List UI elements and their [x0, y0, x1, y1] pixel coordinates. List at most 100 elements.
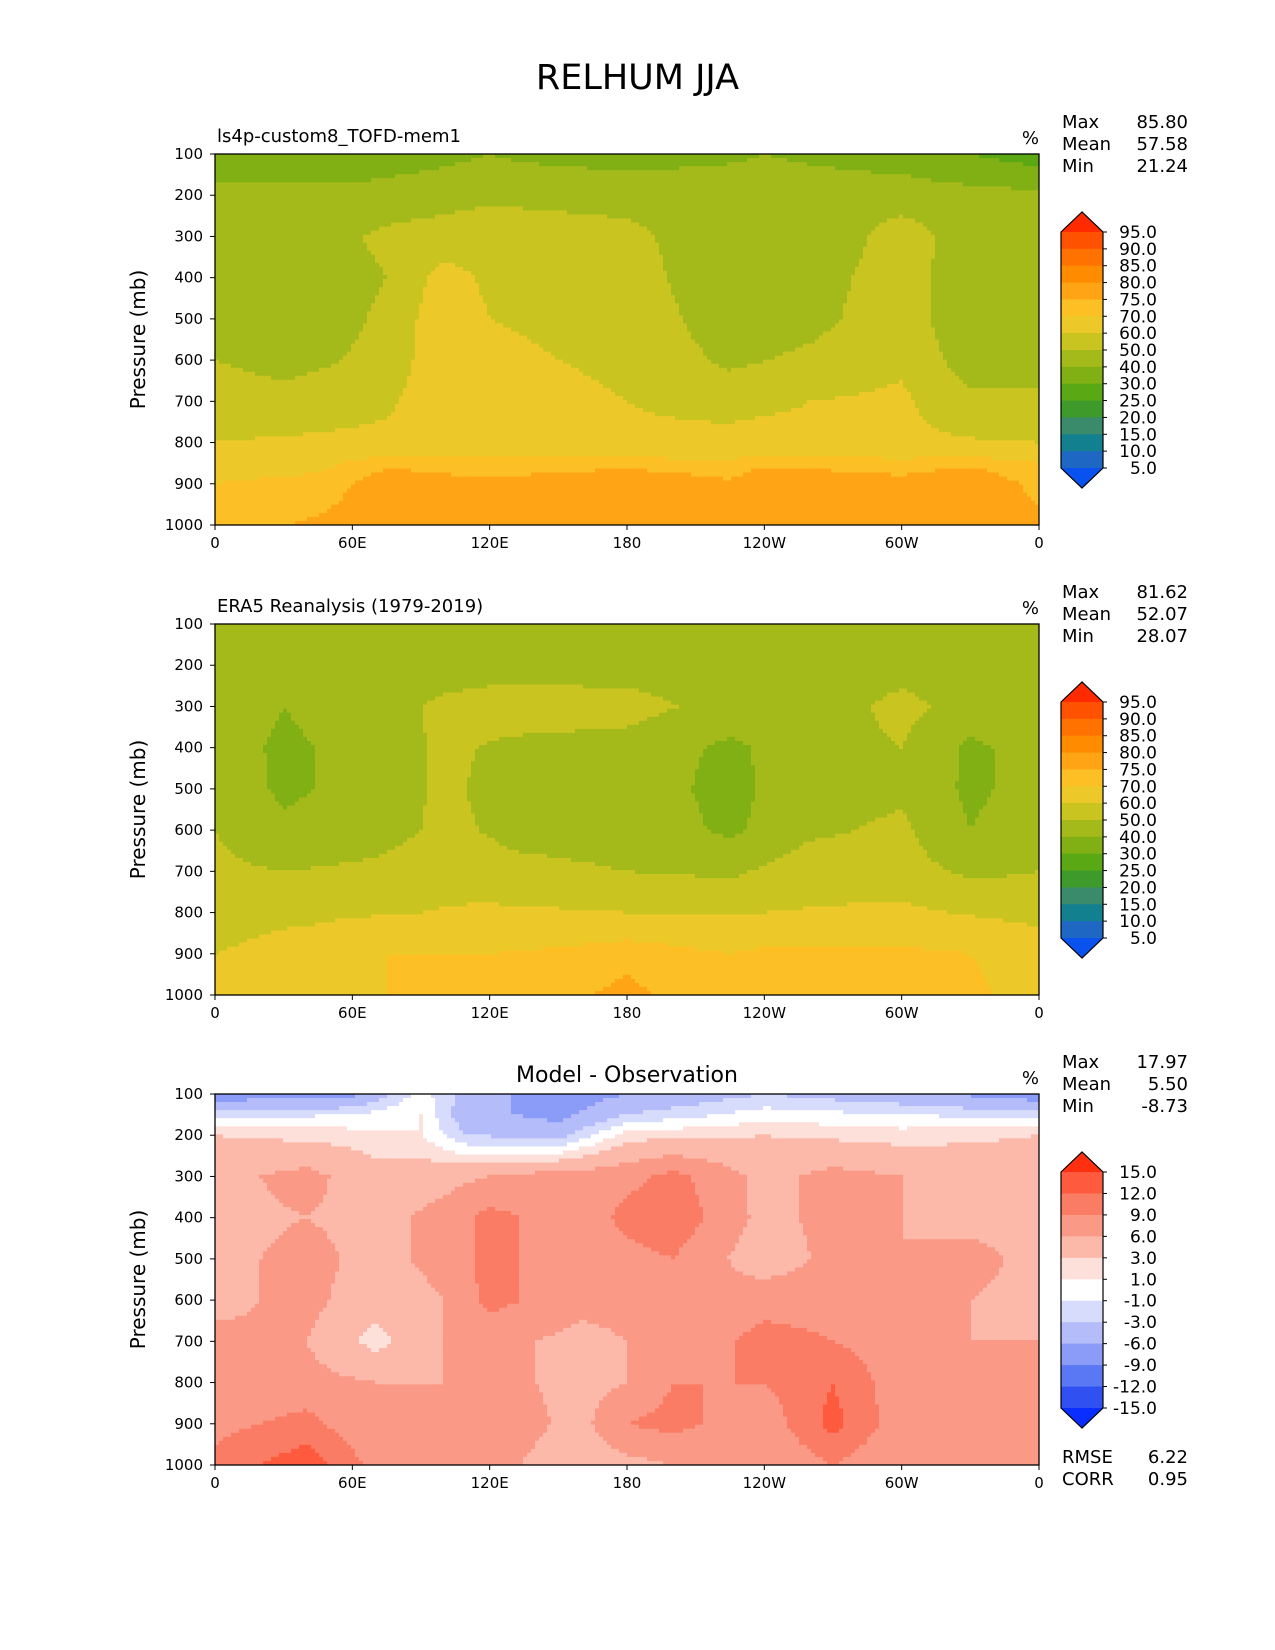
heatmap-cell: [703, 1392, 776, 1398]
heatmap-cell: [267, 761, 316, 766]
heatmap-cell: [1007, 874, 1039, 879]
heatmap-cell: [307, 1344, 368, 1349]
heatmap-cell: [619, 1202, 700, 1208]
heatmap-cell: [875, 1384, 1039, 1389]
x-tick-label: 0: [210, 534, 220, 552]
x-tick-label: 120E: [471, 1004, 509, 1022]
heatmap-cell: [339, 1255, 412, 1260]
heatmap-cell: [463, 688, 640, 694]
heatmap-cell: [627, 1194, 700, 1200]
heatmap-cell: [799, 1182, 904, 1188]
heatmap-cell: [715, 740, 744, 746]
heatmap-cell: [319, 1311, 444, 1317]
heatmap-cell: [735, 1352, 856, 1357]
heatmap-cell: [467, 793, 696, 798]
heatmap-cell: [695, 781, 756, 786]
heatmap-cell: [903, 1214, 1039, 1220]
x-tick-label: 0: [1034, 534, 1044, 552]
heatmap-cell: [215, 1335, 308, 1341]
heatmap-cell: [479, 744, 708, 750]
heatmap-cell: [995, 1247, 1039, 1252]
heatmap-cell: [519, 1263, 732, 1268]
heatmap-cell: [215, 692, 444, 698]
colorbar-level-label: 75.0: [1119, 290, 1157, 310]
heatmap-cell: [487, 684, 584, 690]
colorbar-level-label: 30.0: [1119, 375, 1157, 395]
heatmap-cell: [915, 829, 1039, 835]
heatmap-cell: [811, 1170, 876, 1176]
heatmap-cell: [423, 1122, 440, 1127]
heatmap-cell: [443, 1315, 972, 1321]
heatmap-cell: [215, 214, 436, 220]
heatmap-cell: [839, 1428, 876, 1434]
heatmap-cell: [899, 214, 904, 220]
heatmap-cell: [975, 736, 1039, 742]
colorbar-level-label: -6.0: [1124, 1335, 1157, 1355]
heatmap-cell: [803, 404, 916, 409]
heatmap-cell: [471, 805, 700, 811]
colorbar-segment: [1061, 803, 1103, 821]
heatmap-cell: [755, 1275, 772, 1281]
heatmap-cell: [735, 1372, 872, 1377]
heatmap-cell: [903, 1235, 1039, 1240]
heatmap-cell: [215, 1275, 260, 1281]
heatmap-cell: [247, 1098, 380, 1103]
heatmap-cell: [215, 890, 1039, 895]
heatmap-cell: [327, 1424, 548, 1430]
heatmap-cell: [267, 740, 312, 746]
heatmap-cell: [519, 1243, 644, 1248]
heatmap-cell: [835, 1098, 1028, 1103]
heatmap-cell: [443, 1146, 580, 1152]
heatmap-cell: [875, 1428, 1039, 1434]
heatmap-cell: [215, 781, 268, 786]
heatmap-cell: [899, 1126, 908, 1131]
x-tick-label: 60E: [338, 1474, 367, 1492]
heatmap-cell: [539, 1384, 620, 1389]
heatmap-cell: [663, 696, 884, 702]
heatmap-cell: [1027, 492, 1039, 498]
heatmap-cell: [423, 910, 624, 915]
stat-value: 5.50: [1148, 1074, 1188, 1095]
heatmap-cell: [755, 1323, 792, 1329]
heatmap-cell: [587, 1319, 764, 1325]
heatmap-cell: [867, 238, 936, 244]
heatmap-cell: [875, 716, 920, 722]
heatmap-cell: [903, 1174, 1039, 1180]
heatmap-cell: [479, 1287, 520, 1293]
heatmap-cell: [343, 460, 1036, 466]
heatmap-cell: [351, 1444, 536, 1450]
heatmap-cell: [215, 371, 256, 377]
heatmap-cell: [755, 1134, 772, 1139]
heatmap-cell: [583, 1154, 664, 1160]
heatmap-cell: [623, 910, 768, 915]
heatmap-cell: [259, 934, 1039, 940]
heatmap-cell: [275, 797, 300, 803]
heatmap-cell: [799, 1174, 904, 1180]
heatmap-cell: [215, 472, 304, 478]
heatmap-cell: [831, 468, 936, 474]
heatmap-cell: [939, 339, 1039, 345]
heatmap-cell: [459, 1126, 584, 1131]
heatmap-cell: [911, 728, 1039, 734]
heatmap-cell: [439, 1118, 456, 1123]
heatmap-cell: [971, 1307, 1039, 1313]
heatmap-cell: [703, 1210, 748, 1216]
heatmap-cell: [807, 1243, 988, 1248]
heatmap-cell: [215, 315, 368, 320]
heatmap-cell: [327, 1190, 452, 1196]
heatmap-cell: [595, 861, 768, 867]
heatmap-cell: [791, 849, 928, 855]
heatmap-cell: [735, 1356, 860, 1361]
colorbar-level-label: 85.0: [1119, 257, 1157, 277]
colorbar-level-label: 95.0: [1119, 223, 1157, 243]
heatmap-cell: [215, 628, 1039, 633]
heatmap-cell: [1023, 162, 1039, 167]
heatmap-cell: [215, 934, 260, 940]
heatmap-cell: [215, 440, 1036, 445]
heatmap-cell: [259, 1259, 340, 1264]
heatmap-cell: [323, 1194, 444, 1200]
heatmap-cell: [475, 1267, 520, 1273]
heatmap-cell: [911, 821, 968, 827]
heatmap-cell: [527, 1452, 628, 1458]
heatmap-cell: [803, 1223, 904, 1228]
